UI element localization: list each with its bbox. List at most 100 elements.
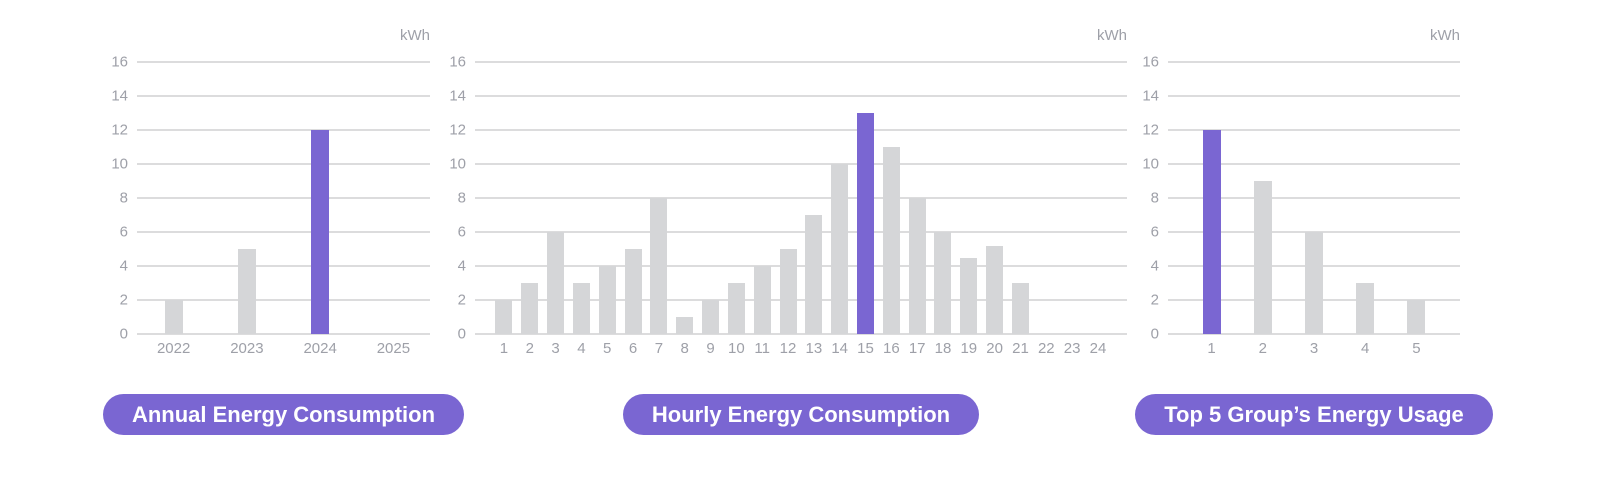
y-axis-tick-label: 16: [111, 53, 128, 71]
x-axis-tick-label: 12: [779, 340, 797, 357]
bar: [805, 215, 823, 334]
y-axis-tick-label: 4: [119, 257, 128, 275]
bar-slot: [1340, 62, 1391, 334]
bar: [934, 232, 952, 334]
bar-slot: [1186, 62, 1237, 334]
bar-slot: [982, 62, 1008, 334]
chart-title-row: Top 5 Group’s Energy Usage: [1135, 394, 1493, 435]
x-axis-tick-label: 19: [960, 340, 978, 357]
plot-area-wrapper: 0 2 4 6 8 10 12 14 16: [1130, 55, 1460, 342]
gridline: [475, 61, 1127, 63]
bar: [495, 300, 513, 334]
y-axis-tick-label: 2: [1150, 291, 1159, 309]
gridline: [1168, 61, 1460, 63]
bar-slot: [137, 62, 210, 334]
x-axis-tick-label: 4: [577, 340, 586, 357]
bar: [831, 164, 849, 334]
bar-slot: [930, 62, 956, 334]
bars-layer: [475, 62, 1127, 334]
x-axis-tick-label: 7: [654, 340, 664, 357]
y-axis-tick-label: 8: [457, 189, 466, 207]
bar: [702, 300, 720, 334]
x-axis-tick-label: 5: [1412, 340, 1421, 357]
bar-slot: [620, 62, 646, 334]
y-axis-tick-label: 16: [449, 53, 466, 71]
bar: [1305, 232, 1323, 334]
y-axis-tick-label: 12: [111, 121, 128, 139]
bar: [1253, 181, 1272, 334]
bar-slot: [827, 62, 853, 334]
y-axis-tick-label: 2: [457, 291, 466, 309]
plot-area: [137, 61, 430, 335]
top5-group-energy-usage-button[interactable]: Top 5 Group’s Energy Usage: [1135, 394, 1493, 435]
bars-layer: [137, 62, 430, 334]
bar-slot: [210, 62, 283, 334]
y-axis-tick-label: 6: [457, 223, 466, 241]
gridline: [1168, 163, 1460, 165]
bar-slot: [357, 62, 430, 334]
x-axis-tick-label: 3: [551, 340, 560, 357]
y-axis-tick-label: 6: [1150, 223, 1159, 241]
bar-slot: [904, 62, 930, 334]
x-axis-tick-label: 1: [1207, 340, 1216, 357]
y-axis-tick-label: 12: [449, 121, 466, 139]
annual-energy-consumption-button[interactable]: Annual Energy Consumption: [102, 394, 465, 435]
x-axis-tick-label: 22: [1037, 340, 1055, 357]
bar: [572, 283, 590, 334]
x-axis-tick-label: 2: [1258, 340, 1267, 357]
x-axis-tick-label: 2024: [303, 340, 337, 357]
gridline: [475, 265, 1127, 267]
bar-slot: [775, 62, 801, 334]
bar: [753, 266, 771, 334]
bar-slot: [723, 62, 749, 334]
y-axis-tick-label: 8: [119, 189, 128, 207]
plot-area: [475, 61, 1127, 335]
y-axis-tick-label: 14: [1142, 87, 1159, 105]
bar: [164, 300, 183, 334]
unit-label: kWh: [1097, 27, 1127, 44]
gridline: [475, 129, 1127, 131]
x-axis-tick-label: 18: [934, 340, 952, 357]
x-axis-tick-label: 11: [754, 340, 770, 357]
bar: [598, 266, 616, 334]
bar: [650, 198, 668, 334]
x-axis-tick-label: 1: [499, 340, 509, 357]
bar-slot: [594, 62, 620, 334]
gridline: [475, 163, 1127, 165]
bar: [624, 249, 642, 334]
bar-highlighted: [857, 113, 874, 334]
gridline: [137, 231, 430, 233]
hourly-energy-consumption-button[interactable]: Hourly Energy Consumption: [622, 394, 980, 435]
gridline: [475, 197, 1127, 199]
bar: [521, 283, 539, 334]
x-axis-tick-label: 13: [805, 340, 823, 357]
unit-label: kWh: [400, 27, 430, 44]
bar: [727, 283, 745, 334]
gridline: [137, 163, 430, 165]
x-axis-tick-label: 14: [831, 340, 849, 357]
x-axis-tick-label: 17: [908, 340, 926, 357]
gridline: [1168, 129, 1460, 131]
bar-slot: [801, 62, 827, 334]
y-axis: 0 2 4 6 8 10 12 14 16: [1130, 55, 1168, 342]
bar-slot: [543, 62, 569, 334]
y-axis-tick-label: 10: [449, 155, 466, 173]
bar-slot: [284, 62, 357, 334]
bar-slot: [1033, 62, 1059, 334]
chart-title-row: Hourly Energy Consumption: [475, 394, 1127, 435]
x-axis-tick-label: 10: [728, 340, 745, 357]
bar-slot: [878, 62, 904, 334]
x-axis-tick-label: 4: [1361, 340, 1370, 357]
gridline: [1168, 197, 1460, 199]
x-axis: 2022 2023 2024 2025: [137, 340, 430, 358]
bar-slot: [568, 62, 594, 334]
bar: [547, 232, 565, 334]
plot-area: [1168, 61, 1460, 335]
bar-slot: [646, 62, 672, 334]
x-axis-tick-label: 2022: [156, 340, 191, 357]
x-axis-tick-label: 2023: [230, 340, 264, 357]
plot-area-wrapper: 0 2 4 6 8 10 12 14 16: [437, 55, 1127, 342]
x-axis-tick-label: 2025: [376, 340, 411, 357]
bar: [960, 257, 978, 334]
